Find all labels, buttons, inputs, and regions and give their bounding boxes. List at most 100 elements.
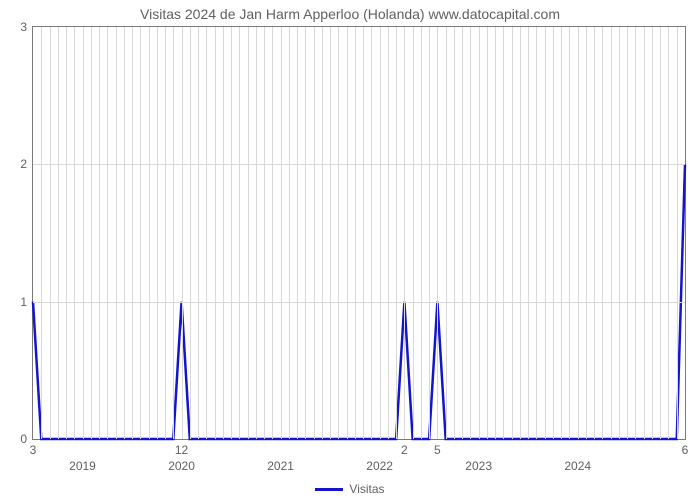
gridline-v bbox=[74, 27, 75, 439]
x-tick-label: 2023 bbox=[465, 459, 492, 473]
gridline-v bbox=[437, 27, 438, 439]
gridline-v bbox=[660, 27, 661, 439]
gridline-v bbox=[611, 27, 612, 439]
gridline-v bbox=[421, 27, 422, 439]
gridline-v bbox=[520, 27, 521, 439]
data-point-label: 5 bbox=[434, 443, 441, 457]
gridline-v bbox=[429, 27, 430, 439]
x-tick-label: 2020 bbox=[168, 459, 195, 473]
gridline-v bbox=[363, 27, 364, 439]
gridline-v bbox=[107, 27, 108, 439]
gridline-v bbox=[322, 27, 323, 439]
x-tick-label: 2019 bbox=[69, 459, 96, 473]
gridline-v bbox=[355, 27, 356, 439]
gridline-v bbox=[190, 27, 191, 439]
gridline-v bbox=[627, 27, 628, 439]
gridline-v bbox=[487, 27, 488, 439]
gridline-v bbox=[619, 27, 620, 439]
gridline-v bbox=[495, 27, 496, 439]
gridline-v bbox=[305, 27, 306, 439]
gridline-v bbox=[231, 27, 232, 439]
gridline-v bbox=[586, 27, 587, 439]
chart-title: Visitas 2024 de Jan Harm Apperloo (Holan… bbox=[0, 6, 700, 22]
gridline-v bbox=[470, 27, 471, 439]
gridline-v bbox=[545, 27, 546, 439]
gridline-v bbox=[223, 27, 224, 439]
gridline-v bbox=[149, 27, 150, 439]
gridline-v bbox=[330, 27, 331, 439]
gridline-v bbox=[602, 27, 603, 439]
y-tick-label: 1 bbox=[20, 295, 27, 309]
gridline-v bbox=[677, 27, 678, 439]
y-tick-label: 0 bbox=[20, 432, 27, 446]
gridline-v bbox=[503, 27, 504, 439]
y-tick-label: 3 bbox=[20, 20, 27, 34]
gridline-v bbox=[668, 27, 669, 439]
gridline-v bbox=[66, 27, 67, 439]
gridline-v bbox=[182, 27, 183, 439]
legend: Visitas bbox=[0, 482, 700, 496]
gridline-h bbox=[33, 164, 685, 165]
gridline-v bbox=[454, 27, 455, 439]
gridline-v bbox=[536, 27, 537, 439]
gridline-v bbox=[281, 27, 282, 439]
gridline-v bbox=[58, 27, 59, 439]
gridline-v bbox=[140, 27, 141, 439]
gridline-v bbox=[578, 27, 579, 439]
legend-label: Visitas bbox=[349, 482, 384, 496]
gridline-v bbox=[215, 27, 216, 439]
gridline-v bbox=[462, 27, 463, 439]
gridline-v bbox=[165, 27, 166, 439]
data-point-label: 6 bbox=[682, 443, 689, 457]
gridline-v bbox=[198, 27, 199, 439]
gridline-v bbox=[644, 27, 645, 439]
gridline-v bbox=[91, 27, 92, 439]
gridline-v bbox=[380, 27, 381, 439]
gridline-v bbox=[132, 27, 133, 439]
gridline-v bbox=[446, 27, 447, 439]
gridline-v bbox=[338, 27, 339, 439]
line-series bbox=[33, 27, 685, 439]
gridline-v bbox=[157, 27, 158, 439]
gridline-v bbox=[404, 27, 405, 439]
gridline-v bbox=[413, 27, 414, 439]
gridline-v bbox=[264, 27, 265, 439]
gridline-v bbox=[371, 27, 372, 439]
gridline-v bbox=[561, 27, 562, 439]
gridline-v bbox=[239, 27, 240, 439]
gridline-v bbox=[347, 27, 348, 439]
data-point-label: 3 bbox=[30, 443, 37, 457]
visits-line-chart: Visitas 2024 de Jan Harm Apperloo (Holan… bbox=[0, 0, 700, 500]
gridline-v bbox=[248, 27, 249, 439]
gridline-v bbox=[50, 27, 51, 439]
legend-swatch bbox=[315, 488, 343, 491]
gridline-v bbox=[314, 27, 315, 439]
gridline-v bbox=[272, 27, 273, 439]
gridline-v bbox=[289, 27, 290, 439]
gridline-v bbox=[396, 27, 397, 439]
gridline-v bbox=[256, 27, 257, 439]
gridline-v bbox=[206, 27, 207, 439]
gridline-v bbox=[569, 27, 570, 439]
gridline-v bbox=[512, 27, 513, 439]
gridline-v bbox=[297, 27, 298, 439]
x-tick-label: 2024 bbox=[564, 459, 591, 473]
y-tick-label: 2 bbox=[20, 157, 27, 171]
plot-area: 0123201920202021202220232024312256 bbox=[32, 26, 686, 440]
gridline-v bbox=[553, 27, 554, 439]
gridline-v bbox=[635, 27, 636, 439]
gridline-v bbox=[528, 27, 529, 439]
data-point-label: 12 bbox=[175, 443, 188, 457]
gridline-v bbox=[173, 27, 174, 439]
data-point-label: 2 bbox=[401, 443, 408, 457]
gridline-v bbox=[116, 27, 117, 439]
gridline-v bbox=[479, 27, 480, 439]
gridline-v bbox=[652, 27, 653, 439]
gridline-v bbox=[83, 27, 84, 439]
gridline-v bbox=[99, 27, 100, 439]
gridline-v bbox=[41, 27, 42, 439]
gridline-v bbox=[124, 27, 125, 439]
gridline-v bbox=[388, 27, 389, 439]
x-tick-label: 2022 bbox=[366, 459, 393, 473]
gridline-v bbox=[594, 27, 595, 439]
